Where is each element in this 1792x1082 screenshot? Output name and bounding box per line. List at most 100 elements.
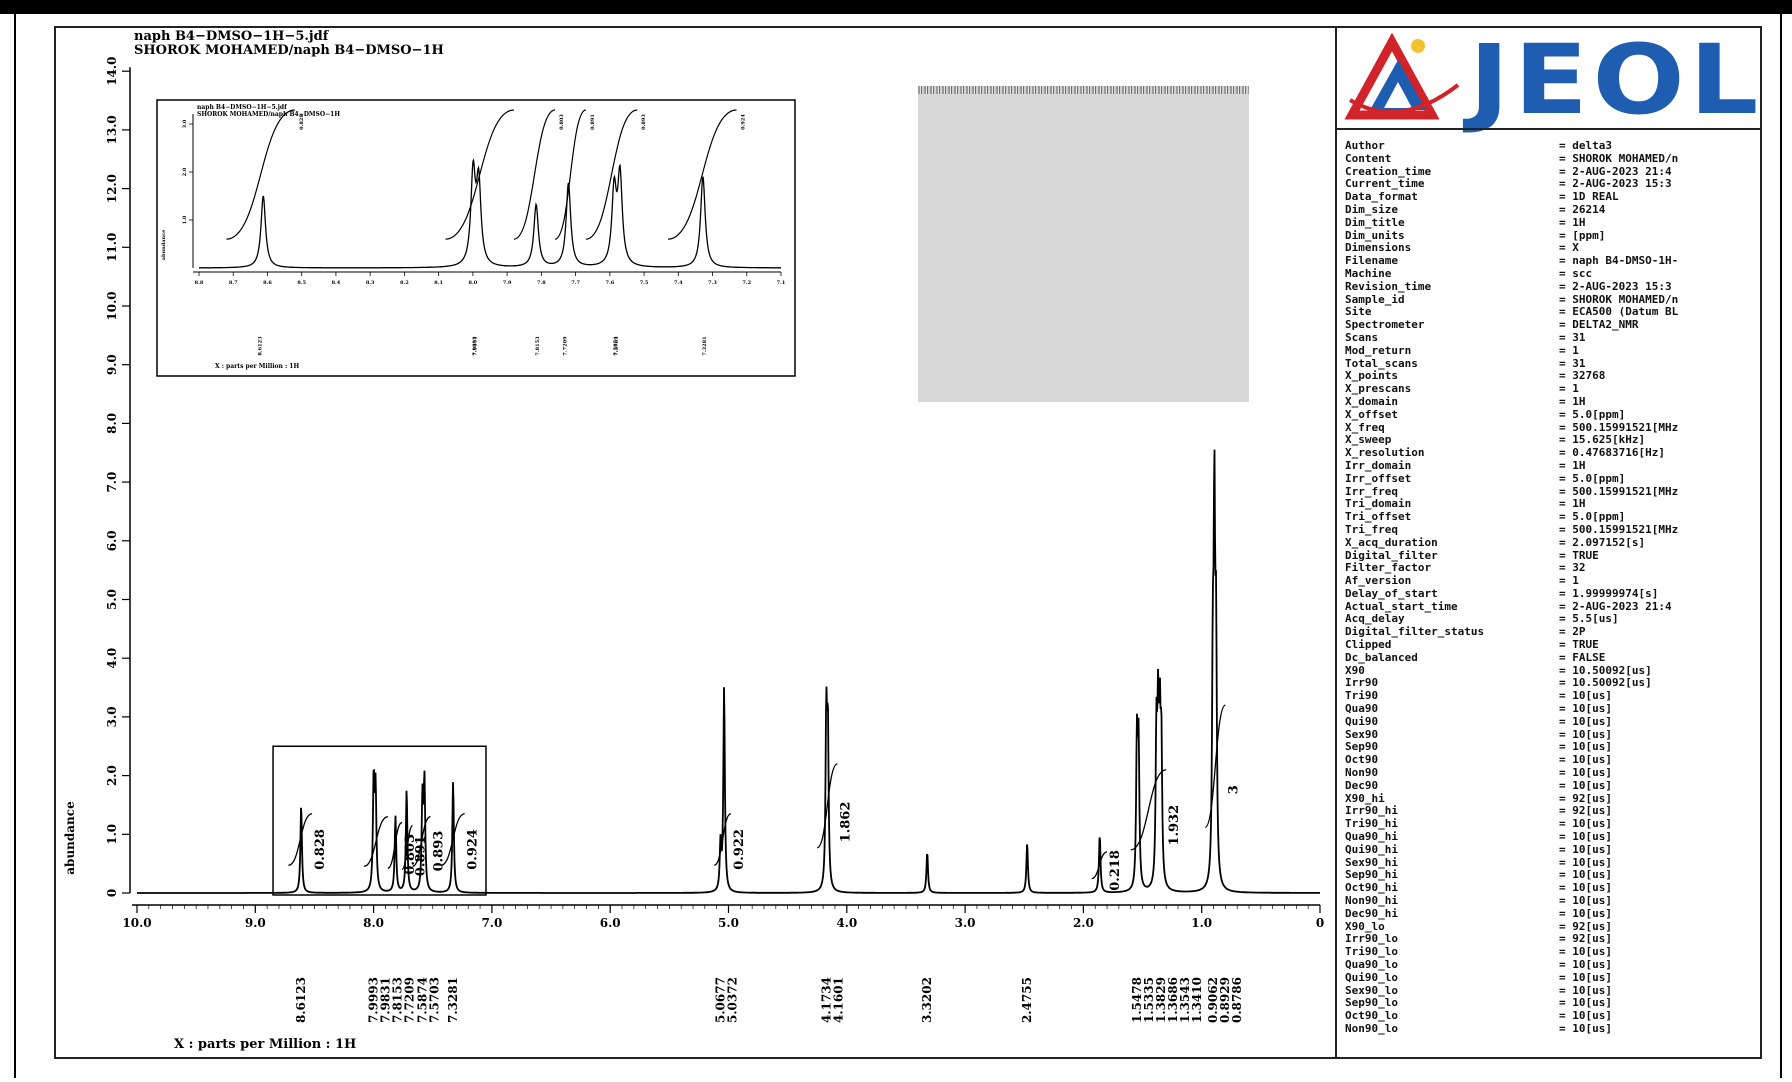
parameter-key: Oct90_lo [1345, 1010, 1398, 1023]
parameter-row: Oct90_lo = 10[us] [1345, 1010, 1760, 1023]
integral-label: 0.893 [431, 831, 446, 872]
peak-ppm-label: 1.3543 [1178, 977, 1192, 1023]
parameter-row: Qui90_hi = 10[us] [1345, 844, 1760, 857]
parameter-row: Digital_filter_status = 2P [1345, 626, 1760, 639]
parameter-value: = 5.5[us] [1559, 613, 1619, 626]
parameter-value: = 10[us] [1559, 971, 1612, 984]
parameter-row: X_offset = 5.0[ppm] [1345, 409, 1760, 422]
parameter-value: = 10[us] [1559, 856, 1612, 869]
parameter-row: Irr90 = 10.50092[us] [1345, 677, 1760, 690]
parameter-row: Non90 = 10[us] [1345, 767, 1760, 780]
parameter-value: = 92[us] [1559, 933, 1612, 946]
integral-curve [816, 763, 838, 849]
peak-ppm-label: 2.4755 [1020, 977, 1034, 1023]
peak-ppm-label: 7.7209 [403, 977, 417, 1023]
parameter-row: Acq_delay = 5.5[us] [1345, 613, 1760, 626]
parameter-key: Sex90 [1345, 728, 1379, 741]
peak-ppm-label: 3.3202 [920, 977, 934, 1023]
parameter-key: Dec90_hi [1345, 907, 1398, 920]
parameter-value: = 10[us] [1559, 984, 1612, 997]
parameter-row: Data_format = 1D REAL [1345, 191, 1760, 204]
integral-label: 1.862 [838, 802, 853, 843]
parameter-value: = 500.15991521[MHz [1559, 485, 1679, 498]
parameter-row: Qua90_hi = 10[us] [1345, 831, 1760, 844]
parameter-value: = 5.0[ppm] [1559, 408, 1626, 421]
parameter-value: = 10[us] [1559, 895, 1612, 908]
parameter-key: Irr_domain [1345, 459, 1412, 472]
parameter-value: = 2-AUG-2023 21:4 [1559, 600, 1672, 613]
inset-peak-label: 7.7209 [562, 336, 568, 356]
parameter-value: = 10[us] [1559, 843, 1612, 856]
y-tick-label: 0 [105, 889, 119, 897]
integral-curve [713, 813, 732, 866]
parameter-value: = 10[us] [1559, 728, 1612, 741]
parameter-value: = 26214 [1559, 203, 1606, 216]
x-tick-label: 6.0 [600, 916, 621, 930]
parameter-key: Tri90_lo [1345, 946, 1398, 959]
parameter-value: = 1H [1559, 395, 1586, 408]
integral-curve [440, 813, 465, 866]
zoom-region-box [272, 745, 487, 896]
x-tick-label: 3.0 [955, 916, 976, 930]
parameter-value: = 92[us] [1559, 920, 1612, 933]
parameter-value: = 10[us] [1559, 741, 1612, 754]
spectrum-trace [137, 449, 1320, 894]
inset-x-tick-label: 7.8 [537, 280, 546, 286]
parameter-key: X_offset [1345, 408, 1398, 421]
x-tick-label: 0 [1316, 916, 1324, 930]
parameter-value: = 92[us] [1559, 792, 1612, 805]
integral-label: 3 [1226, 785, 1241, 794]
x-tick-label: 4.0 [836, 916, 857, 930]
parameter-key: Non90 [1345, 767, 1379, 780]
parameter-row: X90_hi = 92[us] [1345, 793, 1760, 806]
parameter-key: Filename [1345, 255, 1398, 268]
parameter-row: Dec90 = 10[us] [1345, 780, 1760, 793]
parameter-key: Dim_size [1345, 203, 1398, 216]
parameter-value: = 1D REAL [1559, 191, 1619, 204]
parameter-row: Tri90_lo = 10[us] [1345, 946, 1760, 959]
parameter-key: X_acq_duration [1345, 536, 1438, 549]
inset-frame [156, 99, 796, 377]
parameter-row: Irr90_hi = 92[us] [1345, 805, 1760, 818]
inset-integral-curve [445, 109, 515, 240]
inset-y-tick-label: 2.0 [182, 167, 188, 176]
x-tick-label: 8.0 [363, 916, 384, 930]
peak-ppm-label: 7.9831 [379, 977, 393, 1023]
inset-x-tick-label: 8.5 [297, 280, 306, 286]
parameter-value: = 92[us] [1559, 805, 1612, 818]
peak-ppm-label: 1.3410 [1190, 977, 1204, 1023]
peak-ppm-label: 0.9062 [1206, 977, 1220, 1023]
parameter-value: = 1 [1559, 383, 1579, 396]
y-tick-label: 12.0 [105, 174, 119, 203]
parameter-key: Non90_hi [1345, 895, 1398, 908]
parameter-row: Scans = 31 [1345, 332, 1760, 345]
y-tick-label: 3.0 [105, 706, 119, 727]
parameter-value: = 10[us] [1559, 907, 1612, 920]
sample-title: SHOROK MOHAMED/naph B4−DMSO−1H [134, 43, 444, 58]
parameter-value: = 2-AUG-2023 21:4 [1559, 165, 1672, 178]
inset-integral-curve [585, 109, 638, 240]
inset-peak-label: 7.5874 [613, 336, 619, 356]
parameter-row: Sex90_hi = 10[us] [1345, 857, 1760, 870]
parameter-key: Digital_filter_status [1345, 626, 1485, 639]
integral-curve [1091, 851, 1108, 880]
y-tick-label: 7.0 [105, 472, 119, 493]
jeol-logo-text: JEOL [1469, 24, 1763, 136]
parameter-value: = 10[us] [1559, 1022, 1612, 1035]
parameter-key: Author [1345, 140, 1385, 152]
parameter-row: Qua90_lo = 10[us] [1345, 959, 1760, 972]
inset-x-tick-label: 8.0 [469, 280, 478, 286]
logo-divider [1337, 128, 1762, 130]
inset-peak-label: 7.8153 [535, 336, 541, 356]
parameter-value: = 2.097152[s] [1559, 536, 1646, 549]
integral-label: 0.803 [403, 834, 418, 875]
parameter-value: = FALSE [1559, 651, 1606, 664]
parameter-value: = TRUE [1559, 639, 1599, 652]
parameter-key: Site [1345, 306, 1372, 319]
parameter-row: Tri_freq = 500.15991521[MHz [1345, 524, 1760, 537]
y-tick-label: 10.0 [105, 291, 119, 320]
parameter-value: = 5.0[ppm] [1559, 472, 1626, 485]
integral-label: 0.828 [313, 829, 328, 870]
parameter-value: = 10[us] [1559, 715, 1612, 728]
peak-ppm-label: 1.3686 [1166, 977, 1180, 1023]
